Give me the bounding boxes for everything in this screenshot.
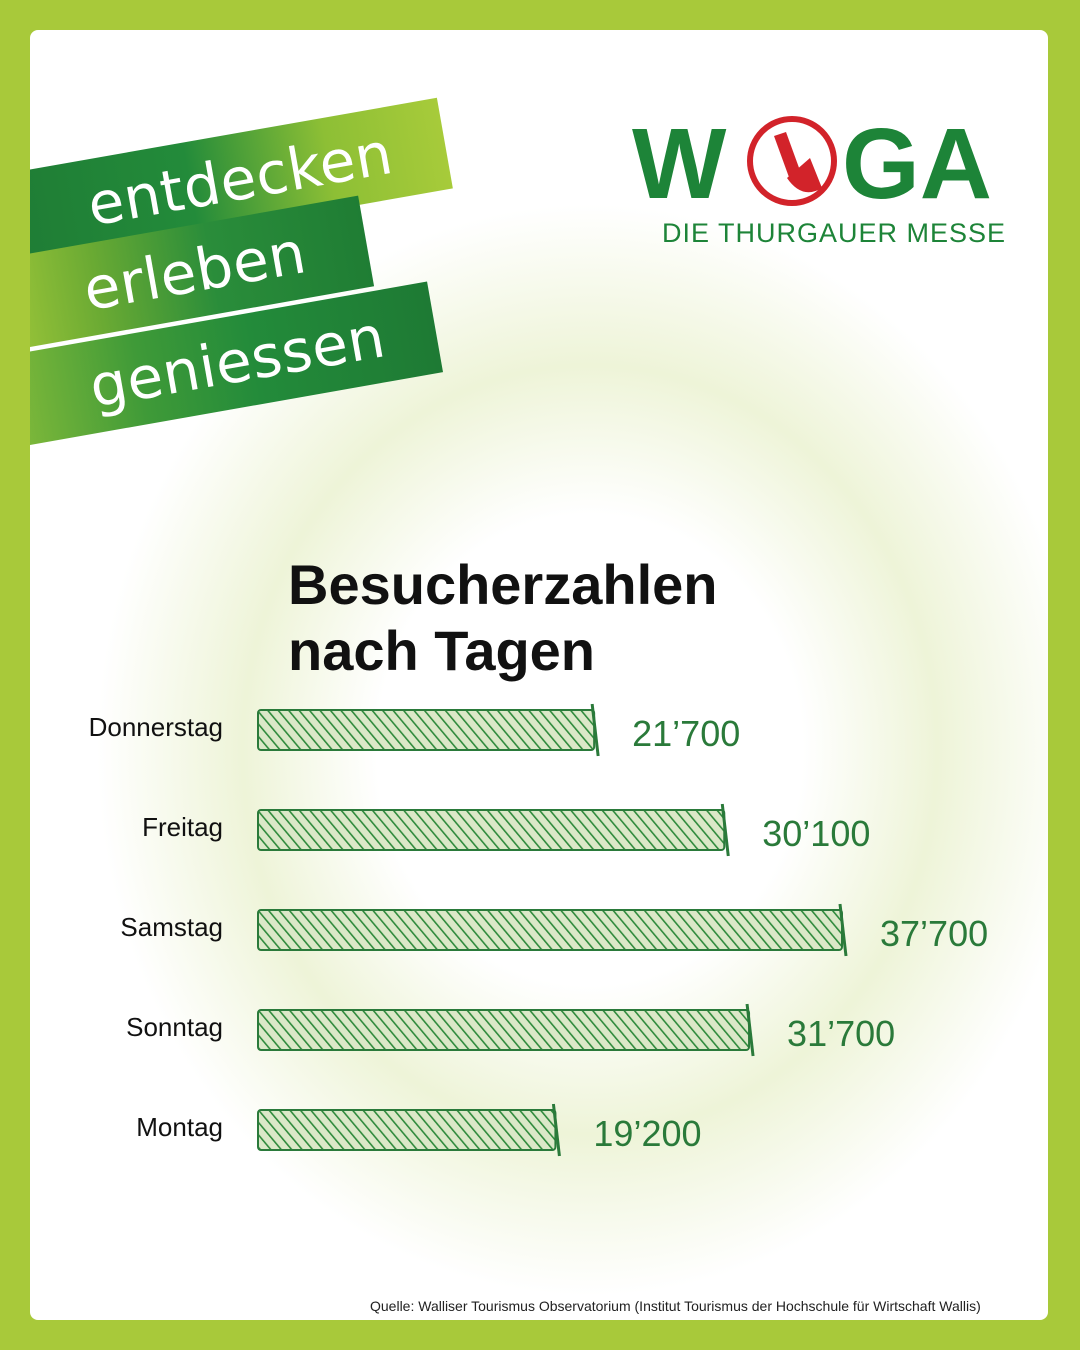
bar-samstag (257, 909, 843, 951)
source-note: Quelle: Walliser Tourismus Observatorium… (370, 1298, 981, 1314)
bar-freitag (257, 809, 726, 851)
svg-text:GA: GA (842, 108, 992, 213)
bar-end-stroke-samstag (838, 903, 848, 957)
bar-chart: Donnerstag 21’700 Freitag 30’100 Samstag 37’7… (89, 703, 988, 1157)
category-label-samstag: Samstag (120, 912, 223, 942)
chart-title-line-2: nach Tagen (288, 619, 596, 682)
bar-sonntag (257, 1009, 751, 1051)
value-label-sonntag: 31’700 (787, 1013, 895, 1054)
wega-logo-mark: W GA (632, 108, 992, 220)
category-label-sonntag: Sonntag (126, 1012, 223, 1042)
category-label-donnerstag: Donnerstag (89, 712, 223, 742)
logo-subtitle: DIE THURGAUER MESSE (662, 218, 1007, 248)
bar-end-stroke-donnerstag (590, 703, 600, 757)
value-label-montag: 19’200 (593, 1113, 701, 1154)
bar-montag (257, 1109, 557, 1151)
value-label-samstag: 37’700 (880, 913, 988, 954)
category-label-freitag: Freitag (142, 812, 223, 842)
value-label-donnerstag: 21’700 (632, 713, 740, 754)
bar-end-stroke-freitag (720, 803, 730, 857)
wega-logo: W GA DIE THURGAUER MESSE (632, 98, 1012, 258)
bar-end-stroke-montag (551, 1103, 561, 1157)
category-label-montag: Montag (136, 1112, 223, 1142)
svg-text:W: W (632, 108, 727, 213)
bar-end-stroke-sonntag (745, 1003, 755, 1057)
bar-donnerstag (257, 709, 596, 751)
chart-title-line-1: Besucherzahlen (288, 553, 718, 616)
poster-card: entdecken erleben geniessen W GA DIE THU… (30, 30, 1048, 1320)
value-label-freitag: 30’100 (762, 813, 870, 854)
chart-title: Besucherzahlen nach Tagen (288, 552, 718, 684)
